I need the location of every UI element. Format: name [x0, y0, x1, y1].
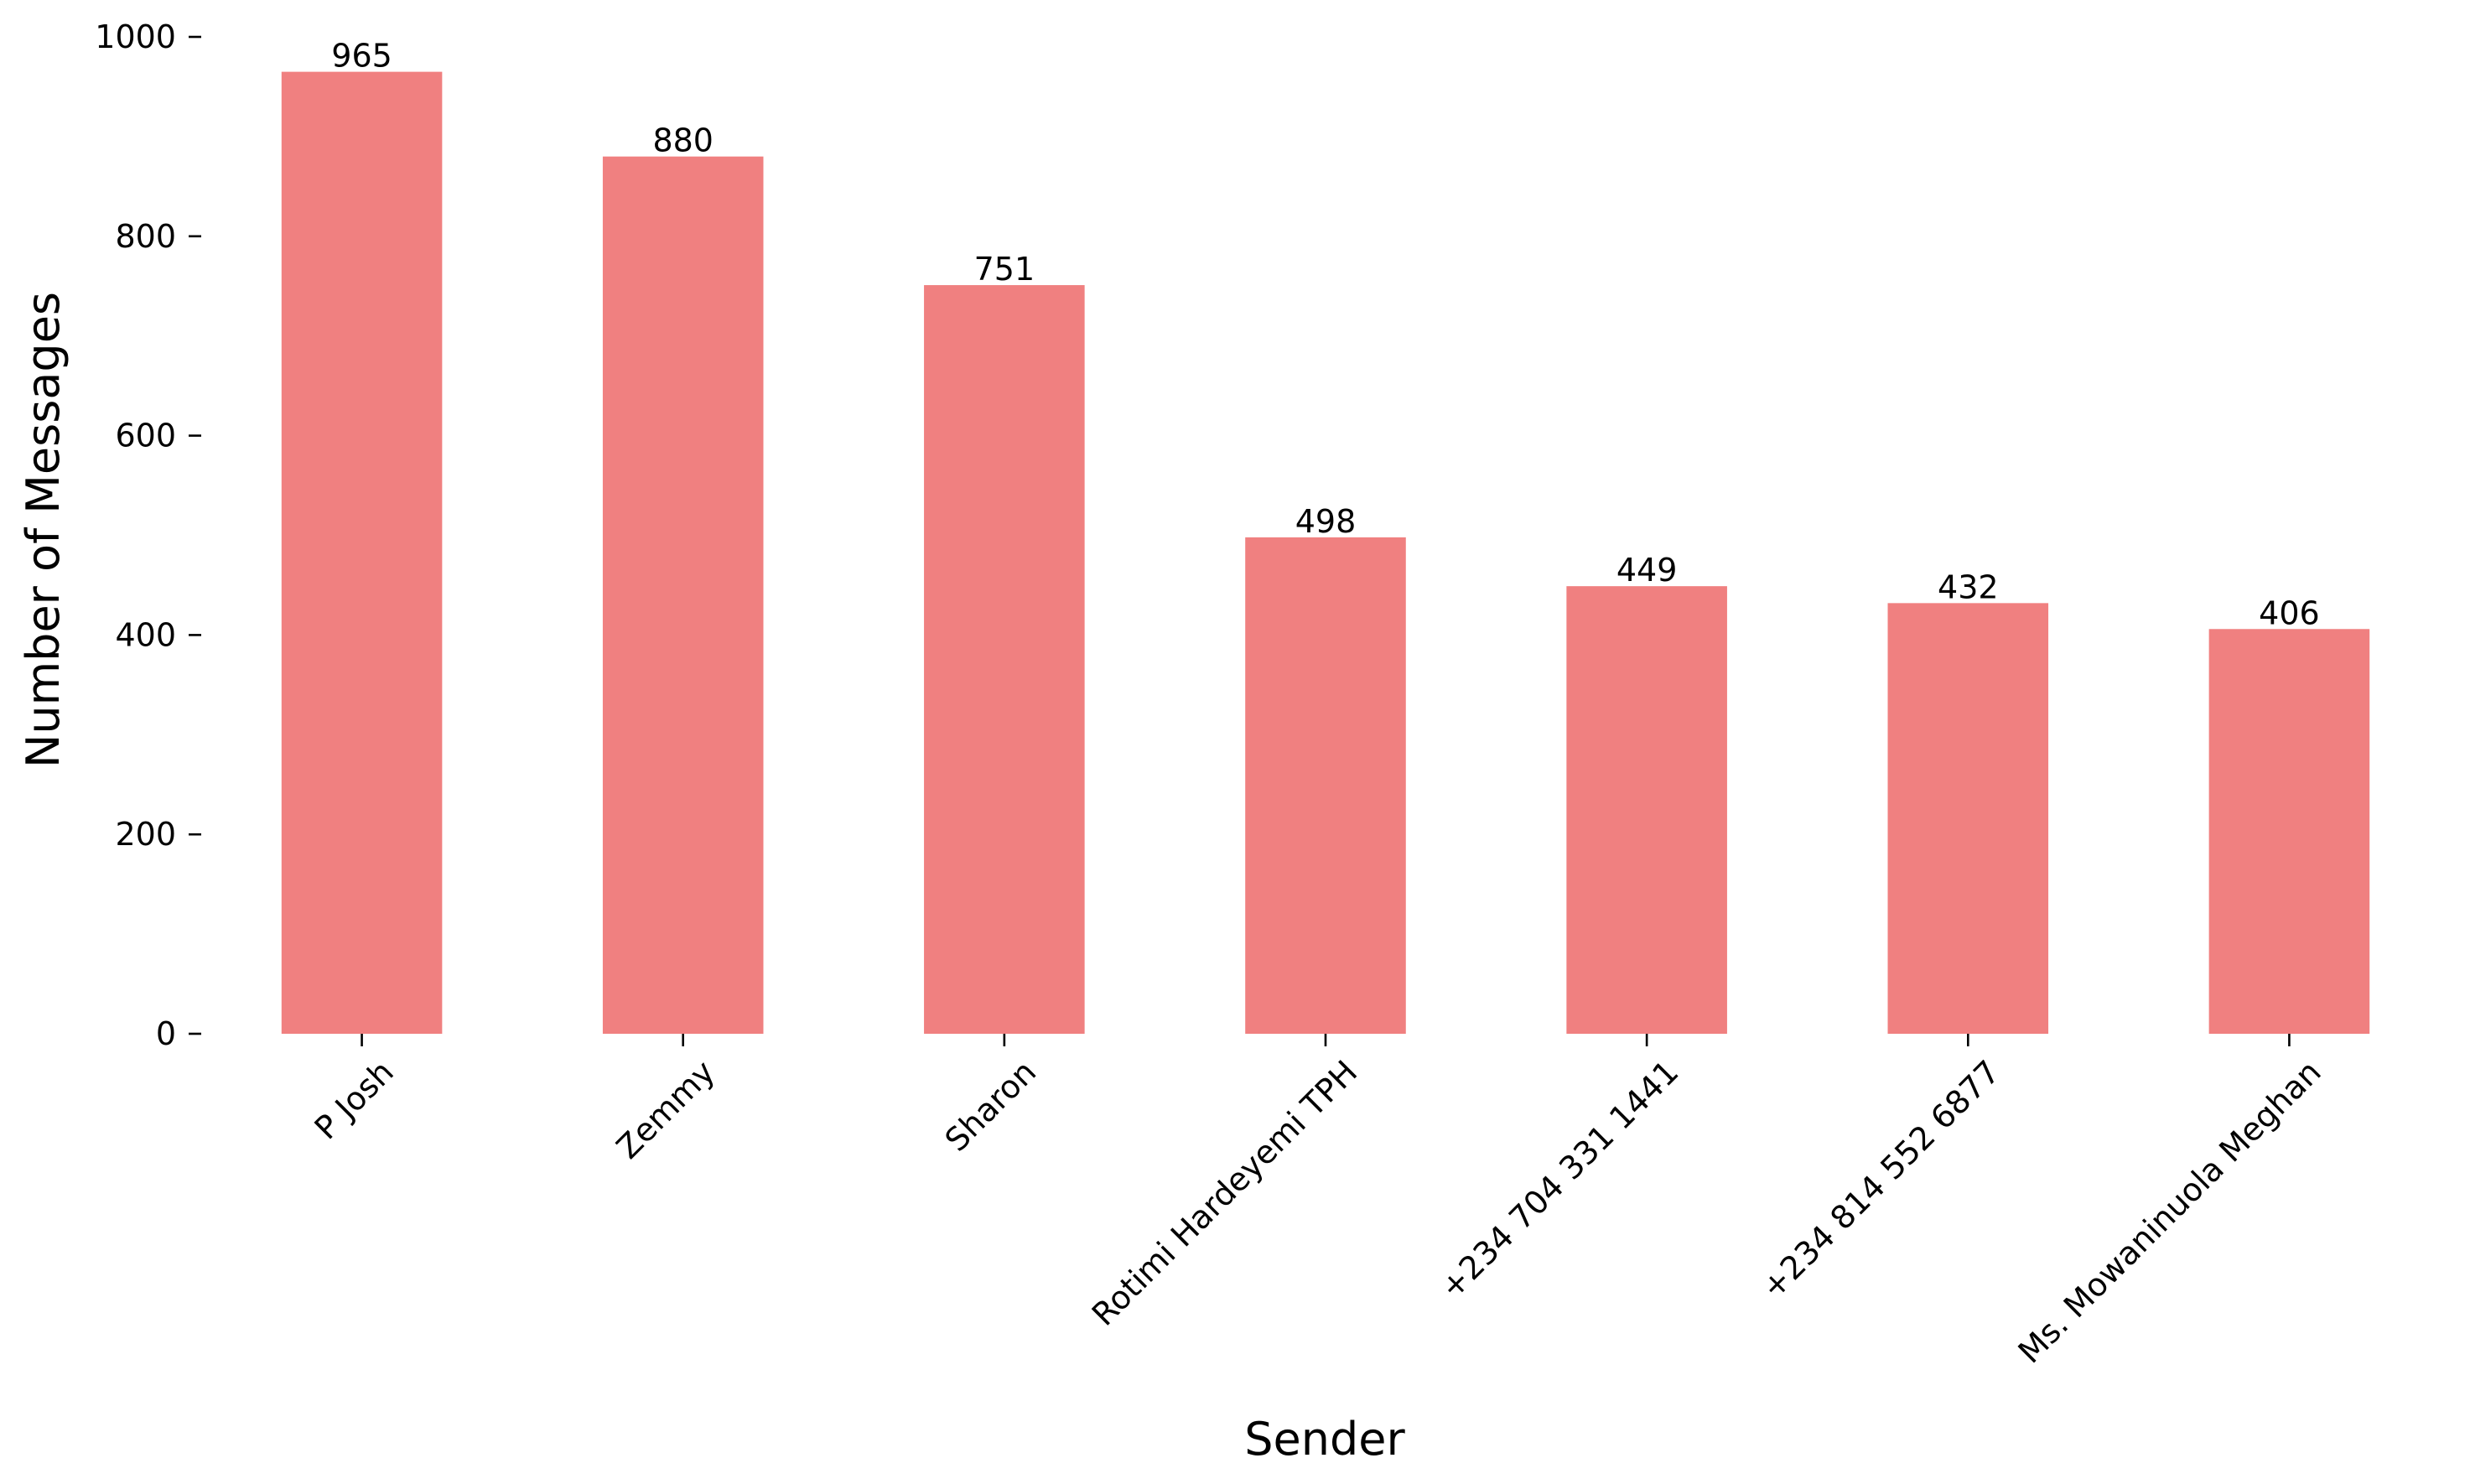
bar-value-label-1: 880: [652, 122, 713, 159]
bars-layer: [281, 71, 2370, 1035]
y-axis-title: Number of Messages: [17, 292, 70, 768]
y-tick-label-2: 400: [115, 616, 176, 653]
x-tick-label-0: P Josh: [308, 1053, 401, 1146]
y-tick-label-5: 1000: [95, 18, 176, 55]
y-tick-label-0: 0: [156, 1015, 176, 1052]
x-tick-label-5: +234 814 552 6877: [1754, 1053, 2006, 1305]
bar-value-label-4: 449: [1616, 552, 1678, 589]
y-tick-label-4: 800: [115, 218, 176, 255]
bar-6: [2208, 629, 2370, 1034]
bar-0: [281, 71, 443, 1035]
x-tick-label-4: +234 704 331 1441: [1433, 1053, 1685, 1305]
bar-5: [1887, 603, 2049, 1034]
bar-value-label-2: 751: [974, 251, 1035, 288]
x-tick-label-6: Ms. Mowaninuola Meghan: [2011, 1053, 2328, 1370]
bar-1: [602, 156, 764, 1035]
y-tick-label-1: 200: [115, 816, 176, 853]
bar-3: [1245, 537, 1406, 1034]
x-axis-title: Sender: [1244, 1413, 1405, 1466]
bar-labels-layer: 965 880 751 498 449 432 406: [331, 38, 2319, 632]
bar-value-label-3: 498: [1295, 503, 1357, 540]
y-axis: 0 200 400 600 800 1000: [95, 18, 201, 1052]
x-tick-label-2: Sharon: [938, 1053, 1044, 1159]
bar-value-label-6: 406: [2259, 594, 2320, 631]
y-tick-label-3: 600: [115, 418, 176, 454]
bar-2: [924, 285, 1085, 1034]
x-tick-label-3: Rotimi Hardeyemi TPH: [1085, 1053, 1364, 1332]
bar-4: [1566, 586, 1727, 1034]
bar-value-label-0: 965: [331, 38, 392, 75]
x-axis: P Josh Zemmy Sharon Rotimi Hardeyemi TPH +23…: [308, 1034, 2328, 1370]
bar-value-label-5: 432: [1938, 568, 1999, 605]
x-tick-label-1: Zemmy: [610, 1053, 722, 1165]
